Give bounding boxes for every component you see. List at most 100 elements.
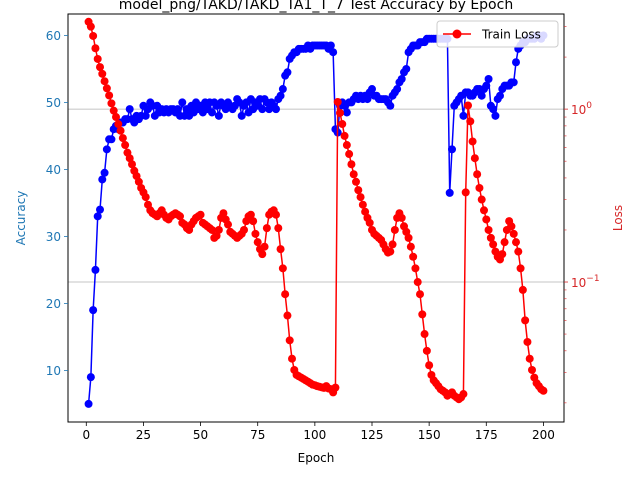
loss-point [116, 126, 125, 135]
loss-point [105, 91, 114, 100]
loss-point [523, 337, 532, 346]
loss-point [274, 224, 283, 233]
x-tick-label: 200 [532, 428, 555, 442]
accuracy-point [272, 105, 280, 114]
accuracy-point [326, 41, 335, 50]
loss-point [521, 316, 530, 325]
y-left-tick-label: 20 [46, 297, 61, 311]
accuracy-series [84, 31, 548, 408]
accuracy-point [96, 205, 104, 214]
loss-point [240, 225, 248, 234]
accuracy-point [489, 105, 498, 114]
y-left-ticks: 10 20 30 40 50 60 [46, 29, 68, 378]
loss-point [480, 206, 488, 215]
accuracy-point [278, 85, 287, 94]
accuracy-point [484, 74, 493, 83]
loss-point [109, 106, 118, 115]
loss-point [390, 225, 399, 234]
loss-point [345, 150, 354, 159]
loss-point [473, 170, 482, 179]
accuracy-point [178, 98, 187, 107]
loss-point [507, 222, 516, 231]
loss-point [509, 229, 518, 238]
accuracy-point [208, 108, 216, 117]
loss-point [338, 120, 347, 129]
loss-point [512, 238, 520, 247]
legend: Train Loss [436, 20, 559, 48]
loss-point [196, 210, 205, 219]
y-right-tick-label: 100 [571, 101, 592, 117]
loss-point [518, 285, 527, 294]
y-right-tick-label: 10−1 [571, 274, 600, 290]
y-right-ticks: 100 10−1 [564, 26, 600, 404]
loss-point [251, 229, 260, 238]
loss-point [219, 209, 228, 218]
loss-point [388, 240, 397, 249]
accuracy-point [386, 101, 395, 110]
loss-point [102, 84, 111, 93]
loss-point [416, 290, 424, 299]
accuracy-point [393, 85, 402, 94]
legend-swatch-marker [452, 29, 462, 39]
accuracy-point [368, 85, 376, 94]
accuracy-point [100, 168, 109, 177]
accuracy-point [258, 105, 267, 114]
x-tick-label: 150 [418, 428, 441, 442]
x-tick-label: 75 [250, 428, 265, 442]
loss-point [98, 69, 107, 78]
accuracy-point [509, 78, 518, 87]
loss-point [528, 365, 536, 374]
loss-point [278, 264, 287, 273]
loss-point [125, 154, 134, 163]
loss-point [418, 310, 427, 319]
y-left-tick-label: 30 [46, 230, 61, 244]
loss-point [93, 54, 102, 63]
accuracy-point [125, 105, 134, 114]
loss-point [249, 217, 258, 226]
accuracy-point [89, 306, 98, 315]
loss-point [402, 227, 411, 236]
loss-point [91, 44, 100, 53]
accuracy-point [93, 212, 102, 221]
loss-point [413, 278, 422, 287]
loss-point [253, 238, 262, 247]
loss-point [354, 186, 363, 195]
accuracy-point [342, 108, 351, 117]
loss-point [114, 120, 123, 129]
accuracy-point [86, 373, 95, 382]
x-tick-label: 25 [136, 428, 151, 442]
accuracy-point [91, 265, 100, 274]
loss-point [262, 224, 271, 233]
accuracy-point [107, 135, 116, 144]
loss-point [96, 63, 104, 72]
loss-point [464, 101, 472, 110]
loss-point [386, 247, 395, 256]
loss-point [468, 137, 477, 146]
accuracy-point [482, 81, 491, 90]
loss-point [411, 264, 420, 273]
loss-point [489, 240, 498, 249]
loss-point [246, 210, 255, 219]
loss-point [276, 245, 285, 254]
x-tick-label: 100 [303, 428, 326, 442]
legend-box [436, 20, 559, 48]
y-left-tick-label: 40 [46, 163, 61, 177]
accuracy-point [459, 111, 468, 120]
loss-point [333, 97, 342, 106]
loss-point [422, 346, 431, 355]
loss-point [470, 154, 479, 163]
accuracy-point [402, 64, 411, 73]
accuracy-point [84, 399, 93, 408]
x-tick-label: 50 [193, 428, 208, 442]
accuracy-point [141, 111, 150, 120]
loss-point [461, 188, 470, 197]
y-left-tick-label: 60 [46, 29, 61, 43]
loss-point [331, 383, 340, 392]
loss-point [347, 160, 356, 169]
accuracy-point [397, 74, 406, 83]
loss-point [224, 220, 232, 229]
loss-point [406, 242, 415, 251]
loss-point [425, 361, 434, 370]
loss-point [107, 99, 116, 108]
loss-point [86, 22, 95, 31]
